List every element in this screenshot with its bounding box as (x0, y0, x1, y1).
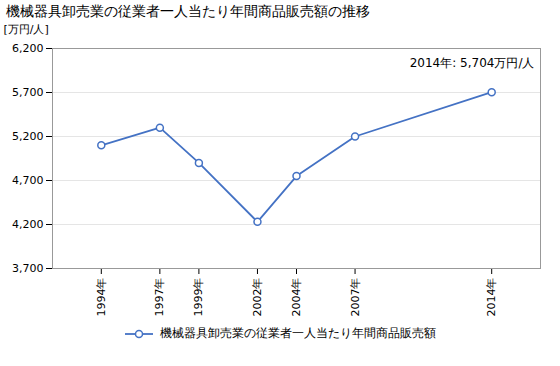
html-text:機械器具卸売業の従業者一人当たり年間商品販売額: 機械器具卸売業の従業者一人当たり年間商品販売額 (160, 326, 436, 340)
svg-text:1999年: 1999年 (192, 278, 205, 317)
svg-text:2014年: 2014年 (485, 278, 498, 317)
svg-text:4,700: 4,700 (12, 174, 44, 187)
svg-text:6,200: 6,200 (12, 42, 44, 55)
svg-text:5,700: 5,700 (12, 86, 44, 99)
svg-text:2002年: 2002年 (251, 278, 264, 317)
svg-text:2004年: 2004年 (290, 278, 303, 317)
html-text:機械器具卸売業の従業者一人当たり年間商品販売額の推移: 機械器具卸売業の従業者一人当たり年間商品販売額の推移 (6, 3, 370, 19)
svg-text:[万円/人]: [万円/人] (4, 23, 49, 36)
svg-text:4,200: 4,200 (12, 218, 44, 231)
svg-text:2007年: 2007年 (349, 278, 362, 317)
svg-text:5,200: 5,200 (12, 130, 44, 143)
svg-text:2014年: 5,704万円/人: 2014年: 5,704万円/人 (410, 56, 535, 70)
svg-text:1994年: 1994年 (95, 278, 108, 317)
svg-text:3,700: 3,700 (12, 262, 44, 275)
svg-text:1997年: 1997年 (153, 278, 166, 317)
